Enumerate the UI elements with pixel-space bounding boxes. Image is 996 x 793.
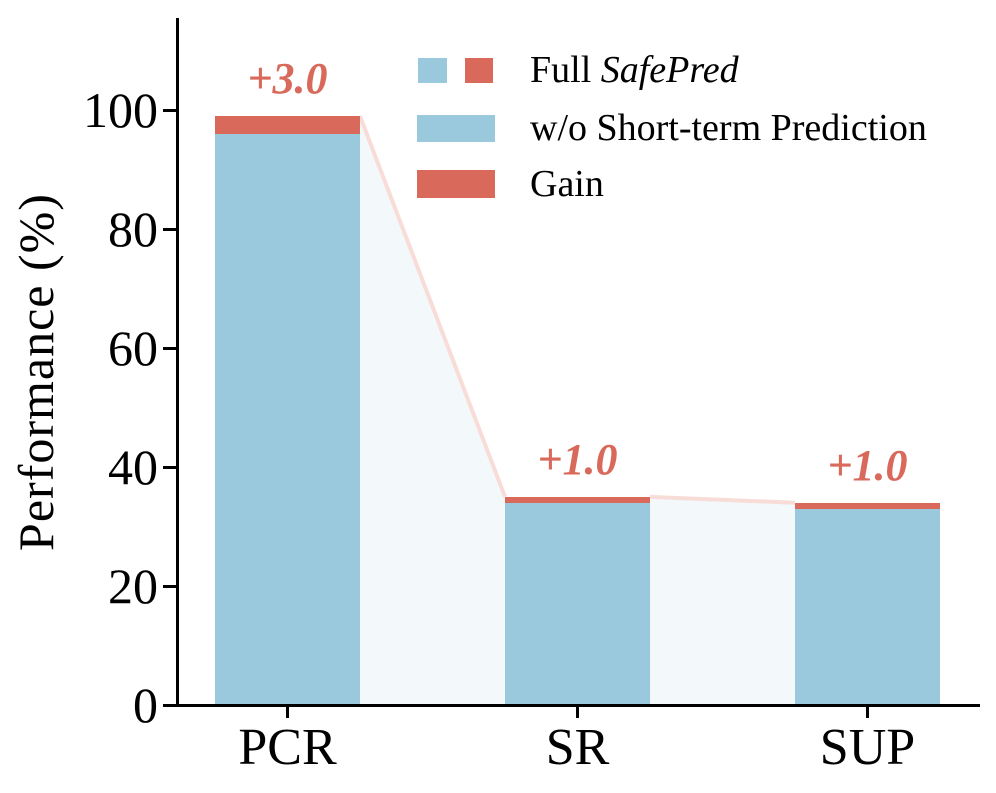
legend-item-wo-short-term-prediction: w/o Short-term Prediction [417, 109, 927, 147]
connector-area-fill [650, 496, 795, 705]
x-tick-mark [286, 705, 289, 718]
legend-swatch-blue-square [418, 57, 447, 83]
bar-base-pcr [215, 133, 360, 705]
y-tick-mark [163, 108, 178, 112]
x-tick-mark [866, 705, 869, 718]
x-tick-label-sr: SR [545, 719, 610, 776]
gain-annotation-pcr: +3.0 [247, 54, 328, 104]
y-tick-label-20: 20 [108, 558, 158, 615]
y-tick-label-80: 80 [108, 201, 158, 258]
gain-annotation-sr: +1.0 [537, 434, 618, 484]
y-tick-mark [163, 465, 178, 469]
bar-gain-pcr [215, 116, 360, 134]
legend-item-gain: Gain [417, 165, 604, 203]
legend-swatch-split [417, 57, 512, 83]
y-tick-mark [163, 703, 178, 707]
bar-gain-sr [505, 496, 650, 503]
y-tick-label-100: 100 [83, 82, 158, 139]
legend-swatch-red [417, 170, 512, 198]
legend-label: w/o Short-term Prediction [530, 107, 927, 149]
bar-gain-sup [795, 502, 940, 509]
x-tick-label-pcr: PCR [238, 719, 337, 776]
y-tick-mark [163, 346, 178, 350]
legend-swatch-red-rect [417, 170, 495, 198]
x-tick-label-sup: SUP [819, 719, 916, 776]
x-tick-mark [576, 705, 579, 718]
y-tick-mark [163, 584, 178, 588]
connector-area-fill [360, 116, 505, 705]
bar-base-sr [505, 502, 650, 705]
y-tick-label-60: 60 [108, 320, 158, 377]
legend-item-full-safepred: Full SafePred [417, 51, 739, 89]
y-axis-spine [176, 18, 179, 707]
legend-label: Gain [530, 163, 604, 205]
connector-line [649, 494, 796, 505]
legend-swatch-blue-rect [417, 114, 495, 142]
connector-line [358, 115, 507, 498]
y-tick-label-40: 40 [108, 439, 158, 496]
legend-swatch-blue [417, 114, 512, 142]
gain-annotation-sup: +1.0 [827, 440, 908, 490]
y-tick-label-0: 0 [133, 677, 158, 733]
bar-base-sup [795, 508, 940, 705]
legend-swatch-red-square [465, 57, 493, 83]
y-tick-mark [163, 227, 178, 231]
legend-label: Full SafePred [530, 49, 739, 91]
